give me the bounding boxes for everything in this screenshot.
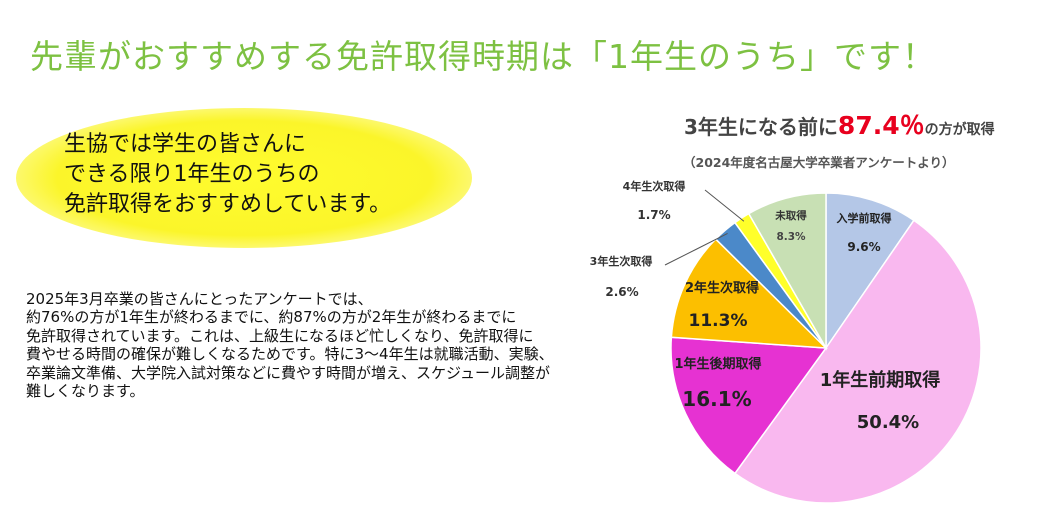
slice-value-label: 16.1% — [682, 387, 751, 411]
slice-value-label: 50.4% — [857, 412, 919, 433]
slice-label: 4年生次取得 — [623, 179, 686, 193]
slice-label: 1年生前期取得 — [820, 369, 941, 391]
chart-title-value: 87.4％ — [837, 111, 925, 140]
body-line: 難しくなります。 — [26, 382, 145, 401]
body-line: 費やせる時間の確保が難しくなるためです。特に3～4年生は就職活動、実験、 — [26, 345, 554, 364]
slice-label: 2年生次取得 — [685, 280, 759, 296]
bubble-line: 免許取得をおすすめしています。 — [64, 192, 392, 217]
body-line: 免許取得されています。これは、上級生になるほど忙しくなり、免許取得に — [26, 326, 534, 345]
chart-title-suffix: の方が取得 — [924, 122, 995, 138]
survey-description: 2025年3月卒業の皆さんにとったアンケートでは、 約76%の方が1年生が終わる… — [26, 290, 666, 400]
chart-title-prefix: 3年生になる前に — [684, 115, 838, 139]
slice-label: 1年生後期取得 — [674, 356, 761, 372]
page-headline: 先輩がおすすめする免許取得時期は「1年生のうち」です！ — [30, 37, 936, 76]
body-line: 卒業論文準備、大学院入試対策などに費やす時間が増え、スケジュール調整が — [26, 363, 550, 382]
bubble-line: できる限り1年生のうちの — [64, 162, 320, 187]
highlight-bubble — [16, 108, 472, 248]
body-line: 2025年3月卒業の皆さんにとったアンケートでは、 — [26, 290, 373, 308]
slice-label: 未取得 — [774, 209, 807, 222]
pie-slice — [747, 192, 827, 351]
slice-value-label: 9.6% — [847, 240, 880, 254]
body-line: 約76%の方が1年生が終わるまでに、約87%の方が2年生が終わるまでに — [26, 308, 517, 327]
pie-slice — [733, 219, 982, 504]
bubble-line: 生協では学生の皆さんに — [64, 132, 307, 157]
slice-label: 3年生次取得 — [590, 254, 653, 268]
leader-line — [664, 233, 728, 266]
pie-slice — [670, 238, 828, 349]
bubble-message: 生協では学生の皆さんに できる限り1年生のうちの 免許取得をおすすめしています。 — [64, 130, 391, 220]
leader-line — [704, 189, 745, 222]
pie-slice — [825, 192, 915, 351]
pie-slice — [670, 336, 828, 475]
chart-subtitle: （2024年度名古屋大学卒業者アンケートより） — [683, 155, 955, 170]
slice-value-label: 1.7% — [637, 208, 670, 222]
slice-value-label: 2.6% — [605, 285, 638, 299]
slice-value-label: 8.3% — [776, 231, 806, 243]
chart-title: 3年生になる前に87.4％の方が取得 — [684, 106, 995, 142]
slice-label: 入学前取得 — [837, 211, 892, 225]
slice-value-label: 11.3% — [689, 311, 748, 331]
